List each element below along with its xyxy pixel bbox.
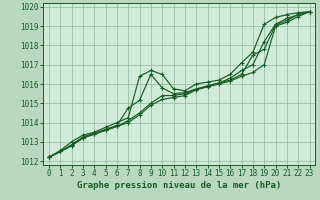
X-axis label: Graphe pression niveau de la mer (hPa): Graphe pression niveau de la mer (hPa) [77, 181, 281, 190]
